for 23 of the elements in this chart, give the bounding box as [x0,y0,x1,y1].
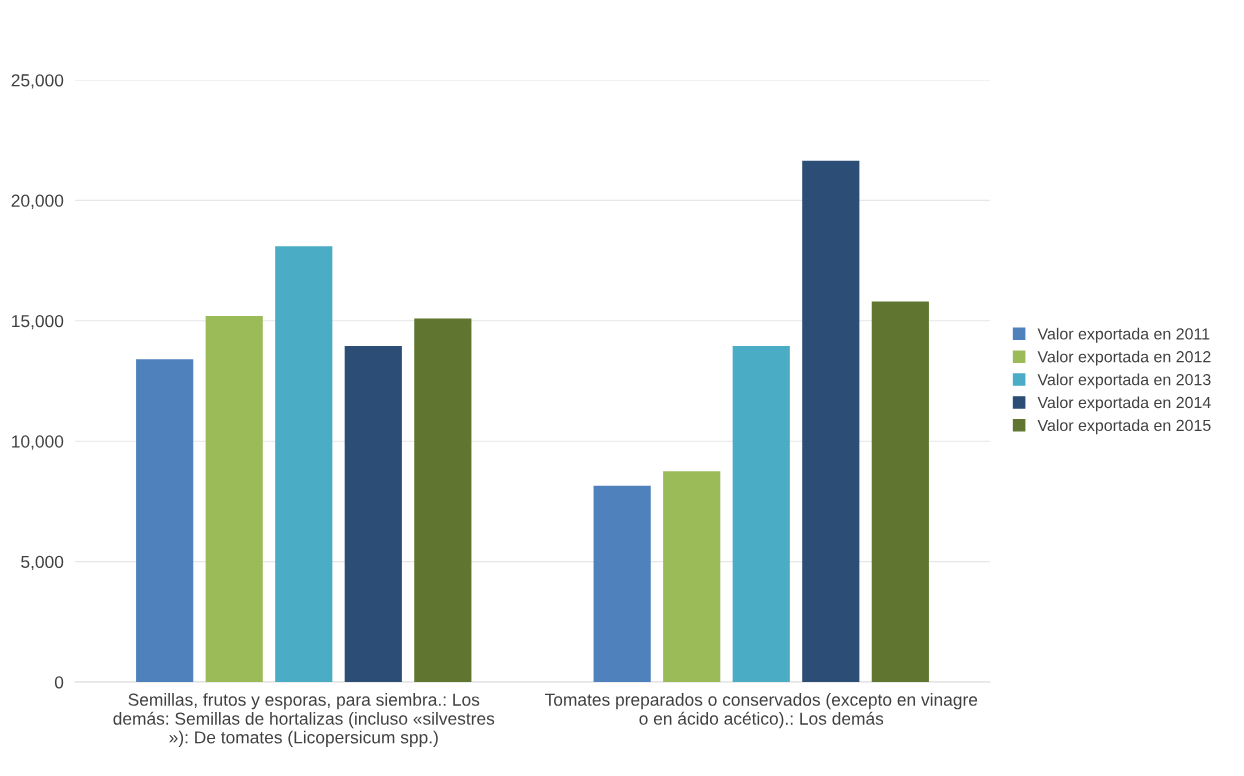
bar [136,359,194,682]
legend-label: Valor exportada en 2014 [1037,396,1211,412]
bar [871,301,929,682]
bar [275,246,333,682]
y-tick-label: 0 [54,676,64,689]
y-tick-label: 10,000 [12,435,64,450]
y-tick-label: 20,000 [11,194,64,209]
bar [344,346,402,682]
legend-label: Valor exportada en 2011 [1037,327,1210,343]
x-tick-label: Tomates preparados o conservados (excepto en vinagre o en ácido acético).: Los demás [545,693,978,729]
x-tick-label: Semillas, frutos y esporas, para siembra.: Los demás: Semillas de hortalizas (incluso «silvestres »): De tomates (Licopersicum spp.) [113,693,495,747]
bar [414,318,472,682]
legend-label: Valor exportada en 2015 [1037,419,1211,435]
legend-label: Valor exportada en 2012 [1037,350,1211,366]
bar [663,471,721,682]
y-tick-label: 15,000 [12,314,64,330]
bar [205,315,263,682]
bar [593,485,651,682]
y-tick-label: 25,000 [11,74,64,89]
bar [732,346,790,682]
y-tick-label: 5,000 [21,555,64,571]
bar [802,160,860,682]
legend-label: Valor exportada en 2013 [1037,373,1211,389]
